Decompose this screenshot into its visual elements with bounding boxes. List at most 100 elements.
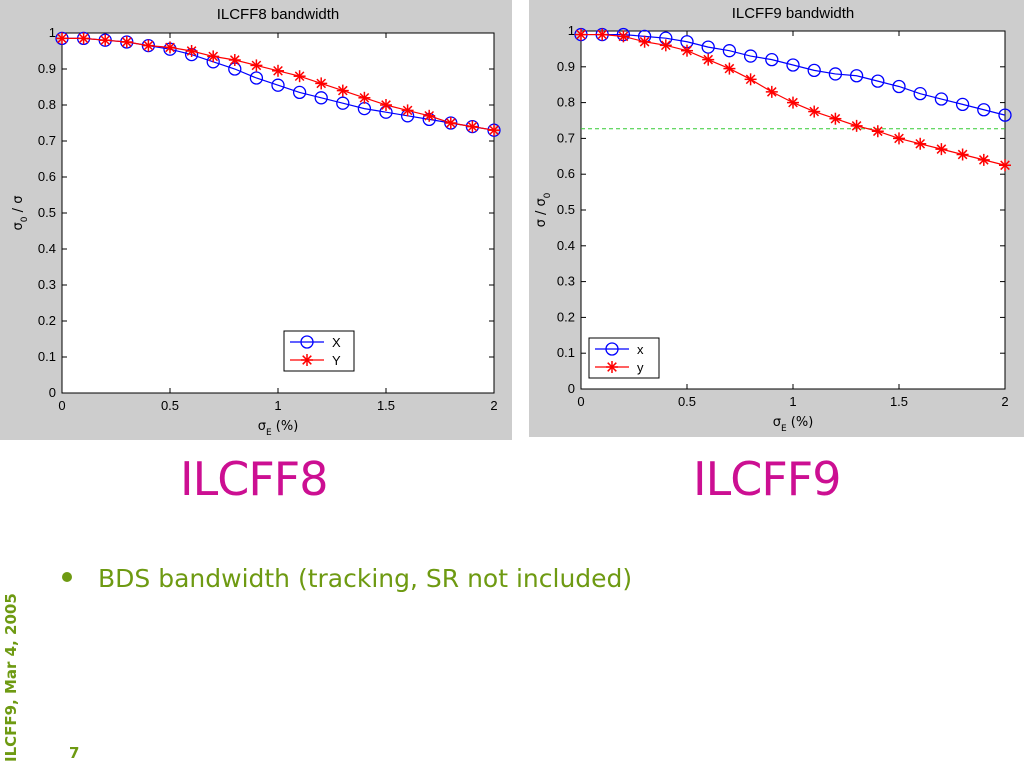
y-tick-label: 0.8 xyxy=(38,97,56,112)
data-point-y xyxy=(575,28,587,41)
legend-label-Y: Y xyxy=(332,353,341,368)
data-point-Y xyxy=(444,117,457,129)
y-tick-label: 0.7 xyxy=(557,130,575,145)
plot-area xyxy=(580,30,1006,390)
legend-marker-y xyxy=(606,361,618,373)
footer-date: ILCFF9, Mar 4, 2005 xyxy=(2,593,20,762)
data-point-x xyxy=(977,103,991,117)
data-point-X xyxy=(314,91,328,105)
x-tick-label: 1.5 xyxy=(377,398,395,413)
x-tick-label: 1 xyxy=(274,398,281,413)
data-point-y xyxy=(999,159,1011,172)
data-point-Y xyxy=(315,77,328,90)
data-point-x xyxy=(722,44,737,58)
data-point-Y xyxy=(142,39,155,52)
data-point-x xyxy=(913,87,927,101)
y-tick-label: 0.2 xyxy=(38,313,56,328)
data-point-y xyxy=(829,112,842,125)
y-axis-label: σ0 / σ xyxy=(11,196,30,231)
data-point-Y xyxy=(250,59,263,72)
data-point-x xyxy=(743,49,758,63)
chart-ilcff8: ILCFF8 bandwidth 0 0.1 0.2 0.3 0.4 0.5 0.6 0.7 0.… xyxy=(11,6,501,438)
data-point-Y xyxy=(466,120,479,133)
legend-marker-Y xyxy=(301,354,313,366)
data-point-x xyxy=(849,69,864,83)
data-point-y xyxy=(850,119,863,132)
y-tick-label: 0.7 xyxy=(38,133,56,148)
data-point-Y xyxy=(488,124,500,137)
legend-box xyxy=(283,330,355,372)
data-point-X xyxy=(292,85,307,100)
data-point-Y xyxy=(272,64,284,77)
y-tick-label: 0.3 xyxy=(557,274,575,289)
y-tick-label: 0.9 xyxy=(557,59,575,74)
legend-marker-X xyxy=(300,335,314,349)
data-point-Y xyxy=(120,36,133,48)
data-point-y xyxy=(808,105,821,118)
y-tick-label: 0.1 xyxy=(38,349,56,364)
data-point-Y xyxy=(56,32,68,45)
data-point-y xyxy=(871,125,884,138)
data-point-y xyxy=(956,148,969,161)
legend: xy xyxy=(588,337,660,379)
data-point-X xyxy=(336,96,350,110)
data-point-y xyxy=(744,73,757,86)
data-point-y xyxy=(617,30,630,43)
data-point-y xyxy=(765,85,778,98)
y-tick-label: 0 xyxy=(49,385,56,400)
y-tick-label: 0.5 xyxy=(38,205,56,220)
data-point-X xyxy=(271,78,285,92)
x-tick-label: 0 xyxy=(577,394,584,409)
legend-label-X: X xyxy=(332,335,341,350)
bullet-item: BDS bandwidth (tracking, SR not included… xyxy=(62,564,632,593)
y-tick-label: 0.6 xyxy=(38,169,56,184)
data-point-x xyxy=(807,63,821,78)
data-point-y xyxy=(977,153,990,166)
data-point-x xyxy=(786,58,800,72)
x-tick-label: 2 xyxy=(1001,394,1008,409)
data-point-Y xyxy=(293,70,306,83)
data-point-y xyxy=(596,28,609,41)
data-point-y xyxy=(723,62,736,75)
data-point-Y xyxy=(207,50,220,63)
page-number: 7 xyxy=(69,744,80,762)
y-tick-label: 0.3 xyxy=(38,277,56,292)
x-axis-label: σE (%) xyxy=(258,419,299,438)
y-tick-label: 1 xyxy=(568,23,575,38)
chart-title: ILCFF9 bandwidth xyxy=(732,5,855,22)
y-tick-label: 0.9 xyxy=(38,61,56,76)
y-axis-label: σ / σ0 xyxy=(534,192,553,227)
legend-marker-x xyxy=(605,342,619,356)
data-point-y xyxy=(893,132,905,145)
data-point-Y xyxy=(358,91,371,104)
chart-ilcff9: ILCFF9 bandwidth 0 0.1 0.2 0.3 0.4 0.5 0.6 0.7 0.… xyxy=(534,5,1012,434)
data-point-y xyxy=(638,35,651,48)
data-point-y xyxy=(787,96,799,109)
data-point-X xyxy=(249,71,264,85)
caption-ilcff9: ILCFF9 xyxy=(693,452,841,506)
bullet-dot-icon xyxy=(62,572,72,582)
x-tick-label: 1.5 xyxy=(890,394,908,409)
y-tick-label: 0.8 xyxy=(557,95,575,110)
data-point-x xyxy=(871,74,885,88)
series-line-x xyxy=(581,33,1006,116)
x-tick-label: 0.5 xyxy=(678,394,696,409)
data-point-y xyxy=(659,39,672,52)
chart-panel-ilcff8: ILCFF8 bandwidth 0 0.1 0.2 0.3 0.4 0.5 0.6 0.7 0.… xyxy=(0,0,512,440)
data-point-Y xyxy=(423,109,436,122)
x-axis-label: σE (%) xyxy=(773,415,814,434)
y-tick-label: 0.4 xyxy=(38,241,56,256)
y-tick-label: 0.2 xyxy=(557,309,575,324)
data-point-x xyxy=(892,79,906,94)
data-point-y xyxy=(935,143,948,156)
y-tick-label: 0 xyxy=(568,381,575,396)
data-point-Y xyxy=(336,84,349,97)
plot-area xyxy=(61,32,495,394)
chart-title: ILCFF8 bandwidth xyxy=(217,6,340,23)
data-point-Y xyxy=(380,99,392,111)
y-tick-label: 0.4 xyxy=(557,238,575,253)
data-point-Y xyxy=(401,104,414,117)
x-tick-label: 0.5 xyxy=(161,398,179,413)
data-point-x xyxy=(955,97,970,112)
legend-label-x: x xyxy=(637,342,644,357)
